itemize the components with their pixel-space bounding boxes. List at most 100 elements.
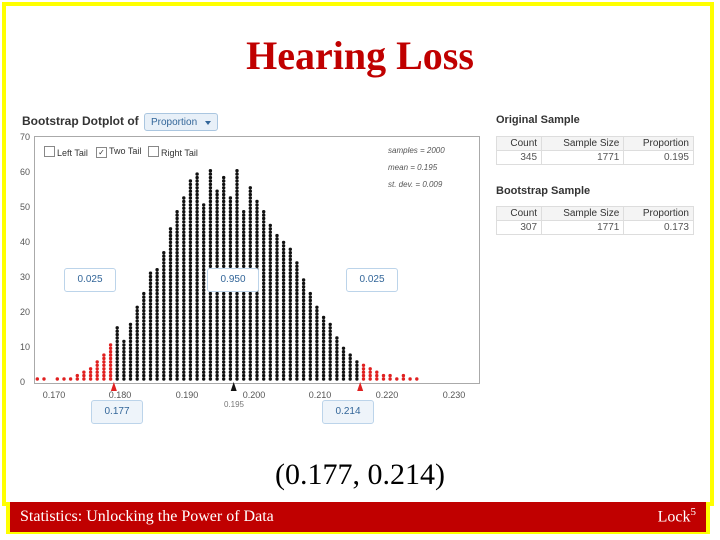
dot-mark xyxy=(268,247,272,251)
dot-mark xyxy=(255,329,259,333)
dot-mark xyxy=(262,264,266,268)
left-tail-checkbox[interactable]: Left Tail xyxy=(44,146,88,158)
dot-mark xyxy=(222,312,226,316)
footer-author-name: Lock xyxy=(657,508,691,526)
dot-mark xyxy=(235,254,239,258)
dot-mark xyxy=(275,305,279,309)
dot-mark xyxy=(175,230,179,234)
dot-mark xyxy=(195,302,199,306)
dot-mark xyxy=(202,370,206,374)
cutoff-marker[interactable] xyxy=(357,382,364,391)
dot-mark xyxy=(235,199,239,204)
dot-mark xyxy=(188,278,193,282)
dot-mark xyxy=(235,360,239,364)
cutoff-marker[interactable] xyxy=(110,382,117,391)
dot-mark xyxy=(148,353,153,357)
dot-mark xyxy=(235,373,239,378)
dot-mark xyxy=(175,329,179,333)
dot-mark xyxy=(242,237,246,241)
dot-mark xyxy=(188,254,193,258)
dot-mark xyxy=(155,336,159,340)
dot-mark xyxy=(308,343,312,347)
dot-mark xyxy=(222,179,226,183)
dot-mark xyxy=(228,230,233,234)
lower-bound-box[interactable]: 0.177 xyxy=(91,400,143,424)
left-tail-proportion[interactable]: 0.025 xyxy=(64,268,116,292)
dot-mark xyxy=(355,370,359,374)
center-proportion[interactable]: 0.950 xyxy=(207,268,259,292)
dot-mark xyxy=(262,233,266,238)
dot-mark xyxy=(281,373,286,378)
dot-mark xyxy=(182,196,186,200)
dot-mark xyxy=(188,210,193,214)
dot-mark xyxy=(228,206,233,210)
dot-mark xyxy=(102,377,106,381)
dot-mark xyxy=(308,360,312,364)
dot-mark xyxy=(208,175,213,180)
dot-mark xyxy=(115,336,119,340)
dot-mark xyxy=(208,240,213,245)
two-tail-checkbox[interactable]: ✓ Two Tail xyxy=(96,146,141,158)
dot-mark xyxy=(248,257,252,262)
dot-mark xyxy=(262,360,266,364)
dot-mark xyxy=(235,350,239,354)
dot-mark xyxy=(202,210,206,214)
dot-mark xyxy=(288,370,292,374)
dot-mark xyxy=(188,199,193,204)
dot-mark xyxy=(275,346,279,350)
dot-mark xyxy=(228,240,233,245)
dot-mark xyxy=(175,257,179,262)
dot-mark xyxy=(308,346,312,350)
dot-mark xyxy=(255,360,259,364)
dot-mark xyxy=(175,261,179,265)
dot-mark xyxy=(148,288,153,292)
dot-mark xyxy=(142,305,146,309)
dot-mark xyxy=(155,346,159,350)
dot-mark xyxy=(208,213,213,217)
dot-mark xyxy=(228,302,233,306)
dot-mark xyxy=(361,373,366,378)
dot-mark xyxy=(182,199,186,204)
dot-mark xyxy=(228,377,233,381)
dot-mark xyxy=(262,370,266,374)
dot-mark xyxy=(281,274,286,279)
dot-mark xyxy=(168,319,173,323)
bootstrap-sample-title: Bootstrap Sample xyxy=(496,185,591,197)
dot-mark xyxy=(215,189,219,193)
dot-mark xyxy=(328,360,332,364)
dot-mark xyxy=(315,350,319,354)
dot-mark xyxy=(182,227,186,231)
dot-mark xyxy=(188,326,193,330)
dot-mark xyxy=(135,315,139,320)
dot-mark xyxy=(301,343,306,347)
dot-mark xyxy=(268,295,272,299)
dot-mark xyxy=(215,339,219,344)
dot-mark xyxy=(262,377,266,381)
dot-mark xyxy=(235,251,239,255)
dot-mark xyxy=(175,353,179,357)
dot-mark xyxy=(268,350,272,354)
dot-mark xyxy=(235,305,239,309)
dot-mark xyxy=(182,271,186,275)
dot-mark xyxy=(215,223,219,228)
dot-mark xyxy=(235,237,239,241)
dot-mark xyxy=(215,329,219,333)
dot-mark xyxy=(128,367,133,371)
dot-mark xyxy=(242,210,246,214)
dot-mark xyxy=(215,312,219,316)
dot-mark xyxy=(208,264,213,268)
dot-mark xyxy=(262,346,266,350)
statistic-dropdown[interactable]: Proportion xyxy=(144,113,218,131)
dot-mark xyxy=(242,312,246,316)
dot-mark xyxy=(195,210,199,214)
dot-mark xyxy=(208,295,213,299)
right-tail-checkbox[interactable]: Right Tail xyxy=(148,146,198,158)
upper-bound-box[interactable]: 0.214 xyxy=(322,400,374,424)
dot-mark xyxy=(248,240,252,245)
dot-mark xyxy=(182,319,186,323)
dot-mark xyxy=(142,339,146,344)
dot-mark xyxy=(162,312,166,316)
dot-mark xyxy=(281,305,286,309)
right-tail-proportion[interactable]: 0.025 xyxy=(346,268,398,292)
dot-mark xyxy=(222,367,226,371)
